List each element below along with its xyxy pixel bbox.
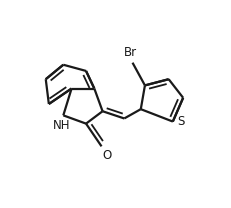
Text: Br: Br [123, 46, 137, 58]
Text: S: S [176, 115, 184, 128]
Text: O: O [102, 150, 111, 162]
Text: NH: NH [52, 119, 70, 132]
